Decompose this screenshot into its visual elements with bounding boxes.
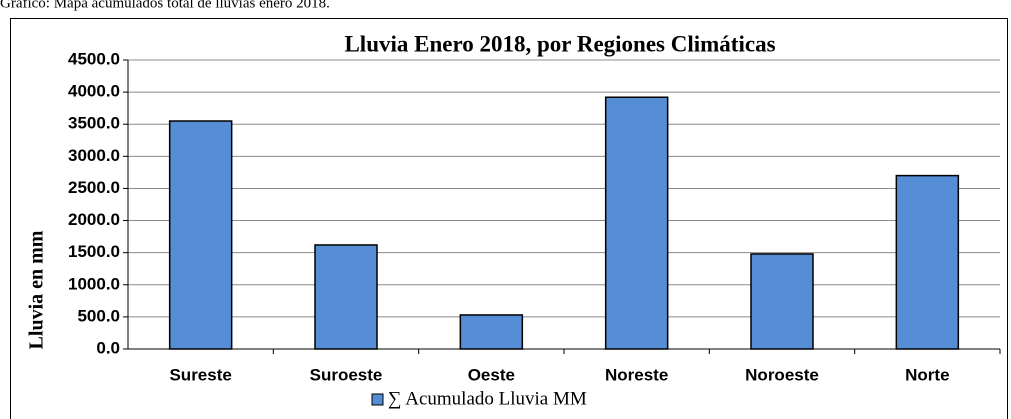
- x-tick-label: Oeste: [468, 365, 515, 384]
- y-tick-label: 4000.0: [68, 82, 120, 101]
- y-tick-label: 0.0: [96, 338, 120, 357]
- y-tick-label: 1000.0: [68, 274, 120, 293]
- y-tick-label: 2000.0: [68, 210, 120, 229]
- bar: [604, 96, 669, 350]
- x-tick-label: Noreste: [605, 365, 668, 384]
- x-tick-label: Suroeste: [310, 365, 383, 384]
- bar: [750, 253, 814, 350]
- chart-title: Lluvia Enero 2018, por Regiones Climátic…: [344, 31, 775, 56]
- chart-border: [10, 18, 1008, 419]
- y-tick-label: 1500.0: [68, 242, 120, 261]
- y-tick-label: 3500.0: [68, 114, 120, 133]
- y-axis-label: Lluvia en mm: [26, 230, 48, 349]
- y-tick-label: 4500.0: [68, 49, 120, 68]
- bar: [895, 174, 960, 350]
- bar: [459, 314, 524, 350]
- y-tick-label: 3000.0: [68, 146, 120, 165]
- legend-swatch: [371, 393, 384, 406]
- x-tick-label: Sureste: [169, 365, 231, 384]
- x-tick-label: Noroeste: [745, 365, 819, 384]
- legend-label: ∑ Acumulado Lluvia MM: [388, 388, 587, 409]
- caption: Gráfico: Mapa acumulados total de lluvia…: [0, 0, 330, 11]
- bar: [314, 244, 378, 350]
- bar: [168, 120, 233, 350]
- y-tick-label: 500.0: [77, 306, 120, 325]
- x-tick-label: Norte: [905, 365, 949, 384]
- y-tick-label: 2500.0: [68, 178, 120, 197]
